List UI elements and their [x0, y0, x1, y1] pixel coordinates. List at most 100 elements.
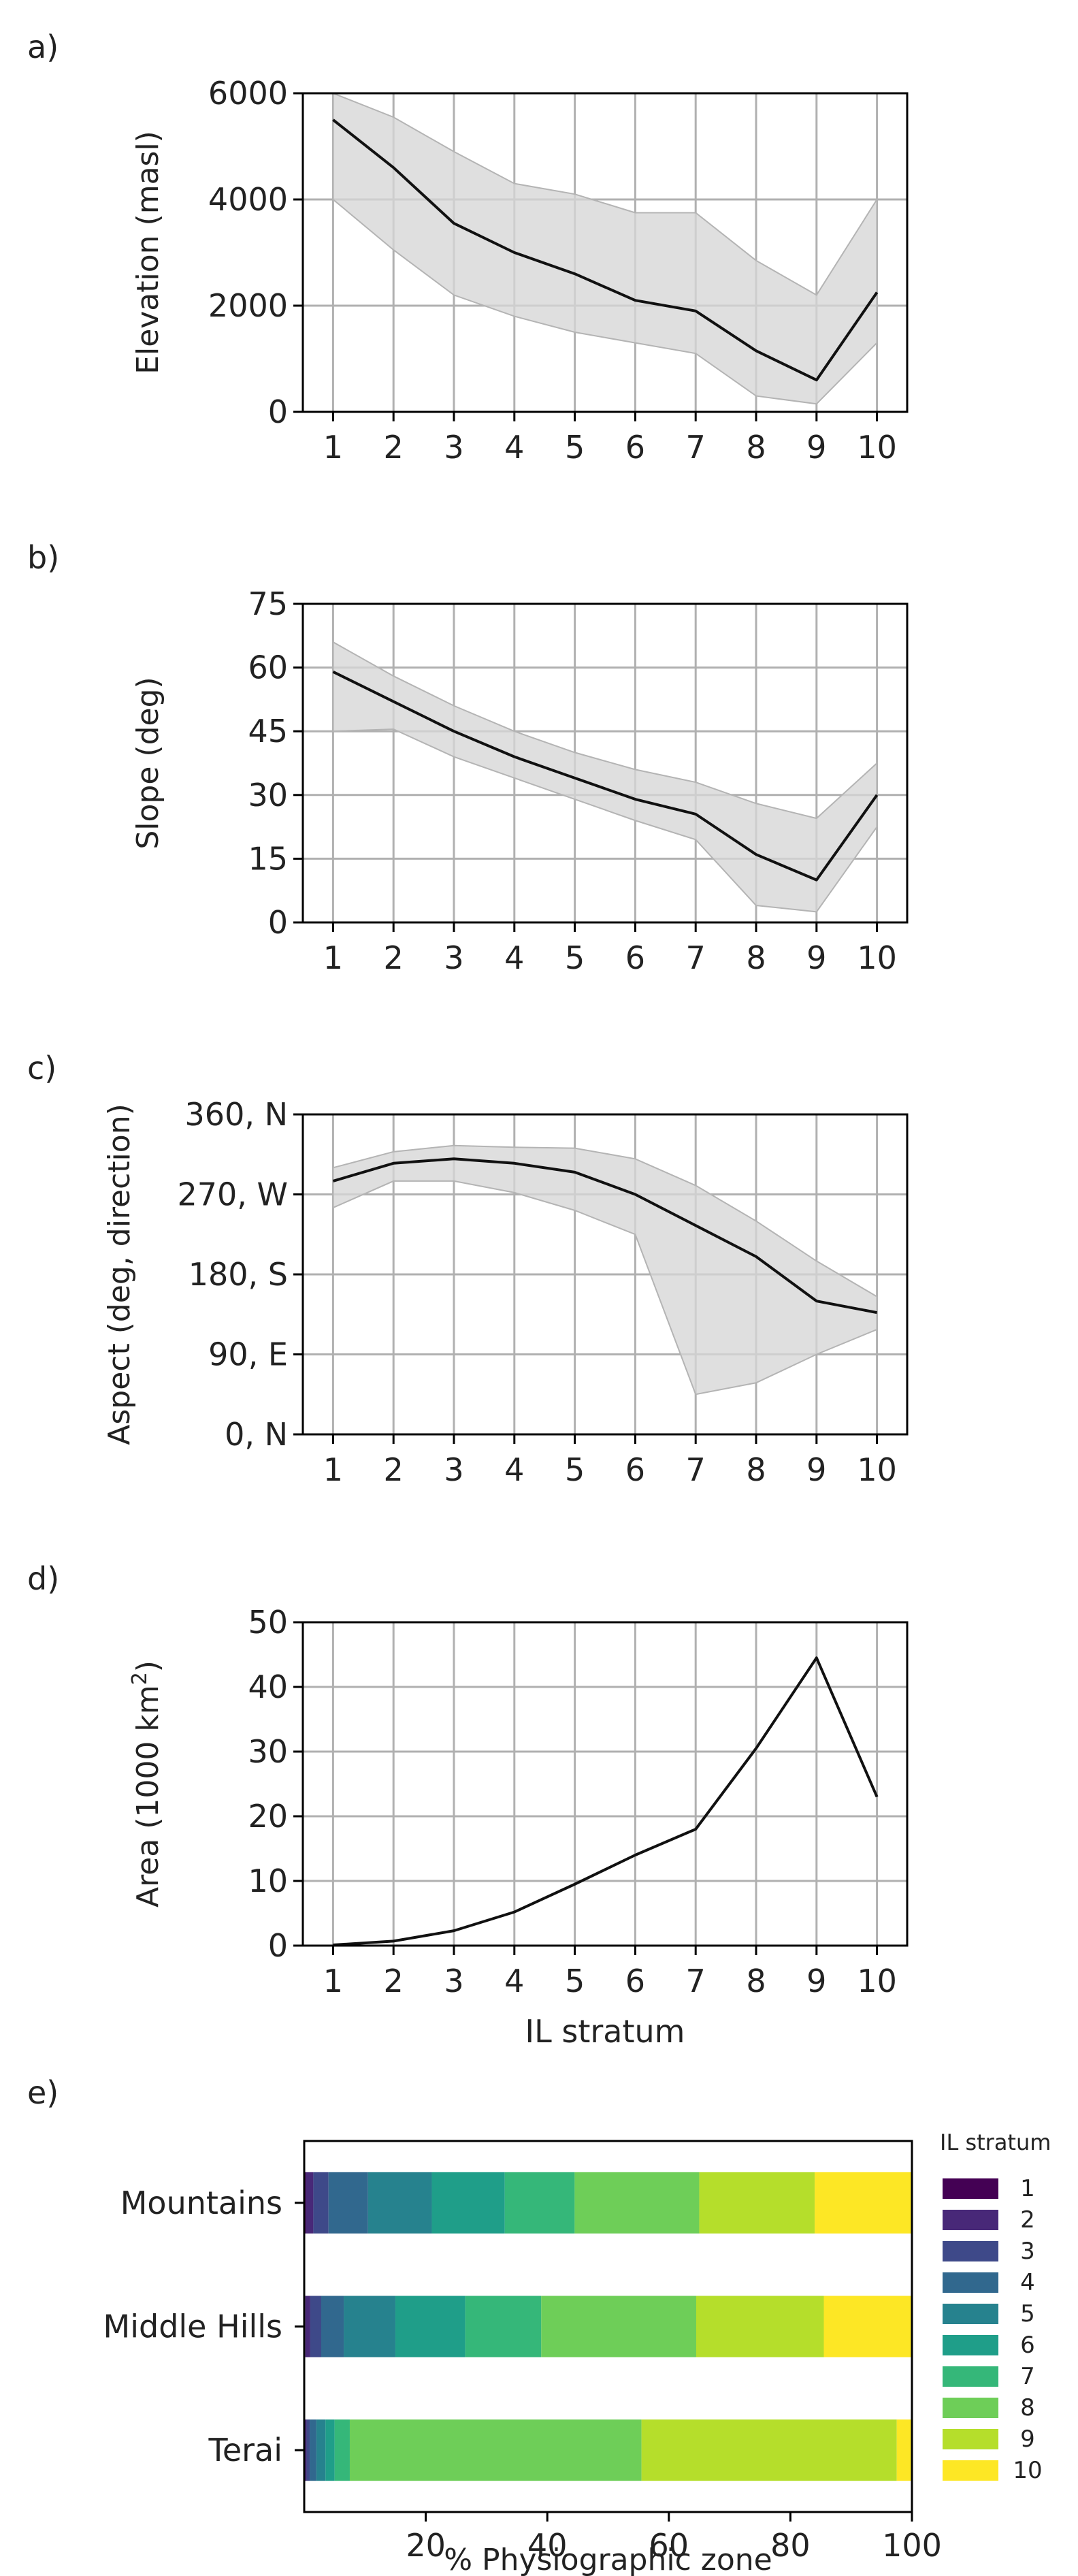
legend-swatch-6 — [943, 2335, 998, 2355]
bar-segment-mountains-stratum-5 — [368, 2172, 432, 2234]
y-tick-label: 30 — [248, 777, 288, 814]
y-axis-label-superscript: 2 — [128, 1672, 152, 1685]
x-tick-label: 2 — [384, 429, 404, 466]
y-tick-label: 50 — [248, 1604, 288, 1641]
y-tick-label: 10 — [248, 1863, 288, 1899]
x-tick-label: 6 — [625, 1451, 645, 1488]
legend-title: IL stratum — [940, 2129, 1051, 2155]
bar-segment-middle-hills-stratum-5 — [344, 2296, 395, 2357]
y-tick-label: 6000 — [208, 75, 288, 112]
legend-label-7: 7 — [1020, 2363, 1035, 2390]
bar-segment-middle-hills-stratum-8 — [541, 2296, 696, 2357]
legend-swatch-1 — [943, 2178, 998, 2199]
bar-segment-middle-hills-stratum-6 — [395, 2296, 466, 2357]
x-axis-label: IL stratum — [525, 2013, 685, 2050]
x-tick-label: 7 — [686, 1451, 706, 1488]
y-tick-label: 45 — [248, 713, 288, 750]
plot-frame — [301, 602, 909, 924]
bar-segment-terai-stratum-4 — [310, 2419, 316, 2481]
panel-label: e) — [27, 2074, 59, 2111]
legend-swatch-10 — [943, 2460, 998, 2481]
series-line-median — [332, 118, 879, 382]
bar-segment-mountains-stratum-4 — [328, 2172, 368, 2234]
y-tick-label: 180, S — [189, 1256, 288, 1293]
y-tick-label: 30 — [248, 1733, 288, 1770]
legend-swatch-3 — [943, 2241, 998, 2261]
legend-swatch-4 — [943, 2272, 998, 2293]
plot-frame — [301, 92, 909, 413]
x-tick-label: 10 — [857, 429, 897, 466]
y-axis-label: Elevation (masl) — [131, 131, 165, 374]
legend-label-8: 8 — [1020, 2394, 1035, 2421]
iqr-band — [332, 1144, 878, 1396]
bar-segment-terai-stratum-5 — [316, 2419, 326, 2481]
bar-segment-middle-hills-stratum-4 — [321, 2296, 344, 2357]
x-tick-label: 6 — [625, 1963, 645, 1999]
plot-frame — [303, 2140, 913, 2513]
legend-label-5: 5 — [1020, 2300, 1035, 2328]
series-line-area — [333, 1656, 879, 1947]
x-tick-label: 9 — [806, 1451, 826, 1488]
bar-segment-middle-hills-stratum-2 — [305, 2296, 310, 2357]
y-tick-label: 90, E — [208, 1336, 288, 1373]
x-tick-label: 3 — [444, 429, 463, 466]
x-tick-label: 4 — [504, 1451, 524, 1488]
legend-swatch-8 — [943, 2398, 998, 2418]
x-tick-label: 8 — [746, 1963, 766, 1999]
x-tick-label: 5 — [565, 1963, 585, 1999]
legend-swatch-9 — [943, 2429, 998, 2449]
y-tick-label: 20 — [248, 1798, 288, 1835]
y-tick-label: 360, N — [185, 1096, 288, 1133]
y-tick-label: 0 — [268, 1927, 288, 1964]
category-label: Mountains — [120, 2185, 282, 2221]
x-tick-label: 4 — [504, 429, 524, 466]
legend-label-2: 2 — [1020, 2206, 1035, 2234]
bar-segment-terai-stratum-2 — [304, 2419, 307, 2481]
x-tick-label: 1 — [323, 939, 343, 976]
legend-swatch-7 — [943, 2366, 998, 2387]
x-tick-label: 80 — [770, 2527, 811, 2564]
legend-swatch-5 — [943, 2304, 998, 2324]
x-tick-label: 5 — [565, 1451, 585, 1488]
chart-panel-a: a) 1 2 3 4 5 6 7 8 9 10 0 2000 4000 6000 Elevation (mas… — [27, 29, 909, 466]
chart-panel-e: e) Mountains Middle Hills Terai 20 40 60 80 100%… — [27, 2074, 1051, 2576]
panel-label: b) — [27, 539, 59, 576]
bar-segment-terai-stratum-6 — [325, 2419, 335, 2481]
legend-label-10: 10 — [1013, 2457, 1042, 2484]
chart-panel-d: d) 1 2 3 4 5 6 7 8 9 10 0 10 20 30 40 50 Area (1000 km2) I… — [27, 1560, 909, 2050]
bar-segment-terai-stratum-10 — [896, 2419, 912, 2481]
x-tick-label: 3 — [444, 1963, 463, 1999]
panel-label: c) — [27, 1050, 56, 1086]
x-tick-label: 7 — [686, 1963, 706, 1999]
x-tick-label: 3 — [444, 1451, 463, 1488]
bar-segment-mountains-stratum-8 — [574, 2172, 700, 2234]
y-tick-label: 15 — [248, 840, 288, 877]
bar-segment-mountains-stratum-9 — [699, 2172, 815, 2234]
x-tick-label: 1 — [323, 1451, 343, 1488]
x-tick-label: 5 — [565, 429, 585, 466]
chart-panel-c: c) 1 2 3 4 5 6 7 8 9 10 0, N 90, E 180, S 270, W 360, N… — [27, 1050, 909, 1488]
x-tick-label: 100 — [882, 2527, 942, 2564]
bar-segment-mountains-stratum-7 — [504, 2172, 575, 2234]
legend-label-1: 1 — [1020, 2175, 1035, 2202]
legend-label-6: 6 — [1020, 2332, 1035, 2359]
y-tick-label: 270, W — [177, 1176, 288, 1213]
y-tick-label: 4000 — [208, 181, 288, 218]
x-tick-label: 8 — [746, 1451, 766, 1488]
x-tick-label: 7 — [686, 939, 706, 976]
x-tick-label: 4 — [504, 1963, 524, 1999]
legend-label-4: 4 — [1020, 2269, 1035, 2296]
y-tick-label: 40 — [248, 1669, 288, 1705]
y-tick-label: 2000 — [208, 287, 288, 324]
y-axis-label: Slope (deg) — [131, 677, 165, 849]
category-label: Middle Hills — [103, 2308, 282, 2345]
y-axis-label-end: ) — [131, 1660, 165, 1672]
x-tick-label: 8 — [746, 429, 766, 466]
x-tick-label: 2 — [384, 1963, 404, 1999]
panel-label: d) — [27, 1560, 59, 1597]
x-tick-label: 40 — [527, 2527, 568, 2564]
x-tick-label: 4 — [504, 939, 524, 976]
plot-frame — [301, 1621, 909, 1947]
